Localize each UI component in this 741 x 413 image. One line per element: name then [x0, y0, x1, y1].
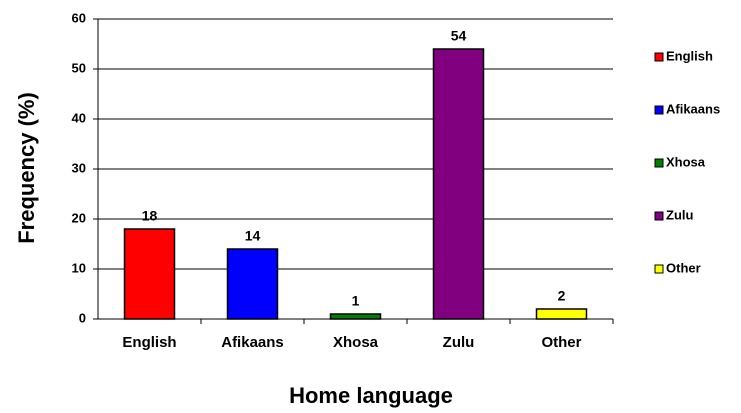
legend-label: English: [666, 48, 713, 63]
data-label: 2: [558, 288, 566, 304]
y-tick-label: 50: [72, 60, 86, 75]
legend-label: Xhosa: [666, 154, 706, 169]
y-tick-label: 10: [72, 260, 86, 275]
legend-swatch: [654, 264, 664, 274]
x-axis-label: Home language: [289, 383, 453, 408]
data-label: 54: [451, 28, 467, 44]
legend-swatch: [654, 52, 664, 62]
y-tick-label: 30: [72, 160, 86, 175]
x-tick-label: Xhosa: [333, 334, 379, 351]
legend-label: Zulu: [666, 207, 693, 222]
x-tick-label: Zulu: [443, 334, 475, 351]
legend-swatch: [654, 105, 664, 115]
bar: [329, 313, 382, 320]
x-tick-label: Afikaans: [221, 334, 284, 351]
y-tick-label: 40: [72, 110, 86, 125]
bar: [432, 48, 485, 320]
x-tick-label: Other: [541, 334, 581, 351]
legend-swatch: [654, 158, 664, 168]
legend-label: Afikaans: [666, 101, 720, 116]
y-axis-label: Frequency (%): [14, 92, 39, 244]
legend-swatch: [654, 211, 664, 221]
y-tick-label: 0: [79, 310, 86, 325]
data-label: 18: [142, 208, 158, 224]
data-label: 14: [245, 228, 261, 244]
x-tick-label: English: [122, 334, 176, 351]
y-tick-label: 20: [72, 210, 86, 225]
bar: [123, 228, 176, 320]
y-tick-label: 60: [72, 10, 86, 25]
bar: [535, 308, 588, 320]
bar: [226, 248, 279, 320]
data-label: 1: [352, 293, 360, 309]
legend-label: Other: [666, 260, 701, 275]
